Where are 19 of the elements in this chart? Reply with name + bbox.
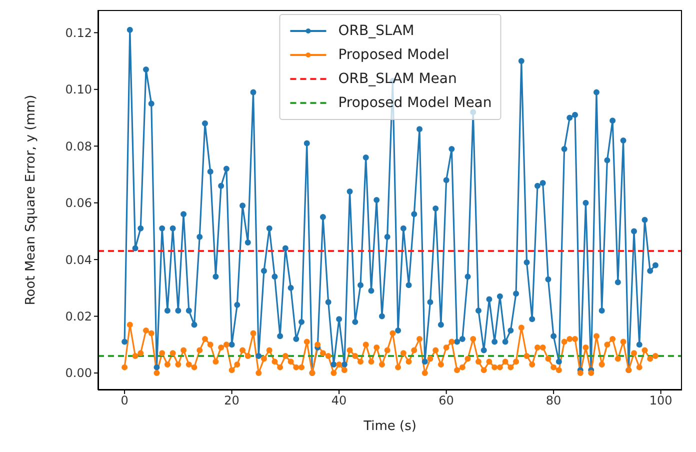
x-axis-title: Time (s) — [362, 419, 416, 434]
legend-label: ORB_SLAM Mean — [338, 71, 457, 87]
legend-label: Proposed Model — [338, 47, 450, 63]
x-tick-label: 60 — [438, 394, 454, 408]
x-tick-label: 20 — [224, 394, 240, 408]
x-tick-label: 100 — [649, 394, 672, 408]
y-tick-label: 0.04 — [65, 252, 92, 267]
x-tick-label: 40 — [331, 394, 347, 408]
x-tick-label: 0 — [120, 394, 128, 408]
legend-label: Proposed Model Mean — [338, 95, 492, 111]
y-tick-label: 0.02 — [65, 310, 92, 324]
y-tick-label: 0.08 — [65, 139, 92, 154]
y-tick-label: 0.06 — [65, 196, 92, 210]
y-axis-title: Root Mean Square Error, y (mm) — [24, 94, 39, 306]
y-tick-label: 0.10 — [65, 82, 92, 97]
x-tick-label: 80 — [546, 394, 562, 408]
y-tick-label: 0.00 — [65, 366, 92, 380]
legend-label: ORB_SLAM — [338, 23, 414, 39]
y-tick-label: 0.12 — [65, 26, 92, 40]
